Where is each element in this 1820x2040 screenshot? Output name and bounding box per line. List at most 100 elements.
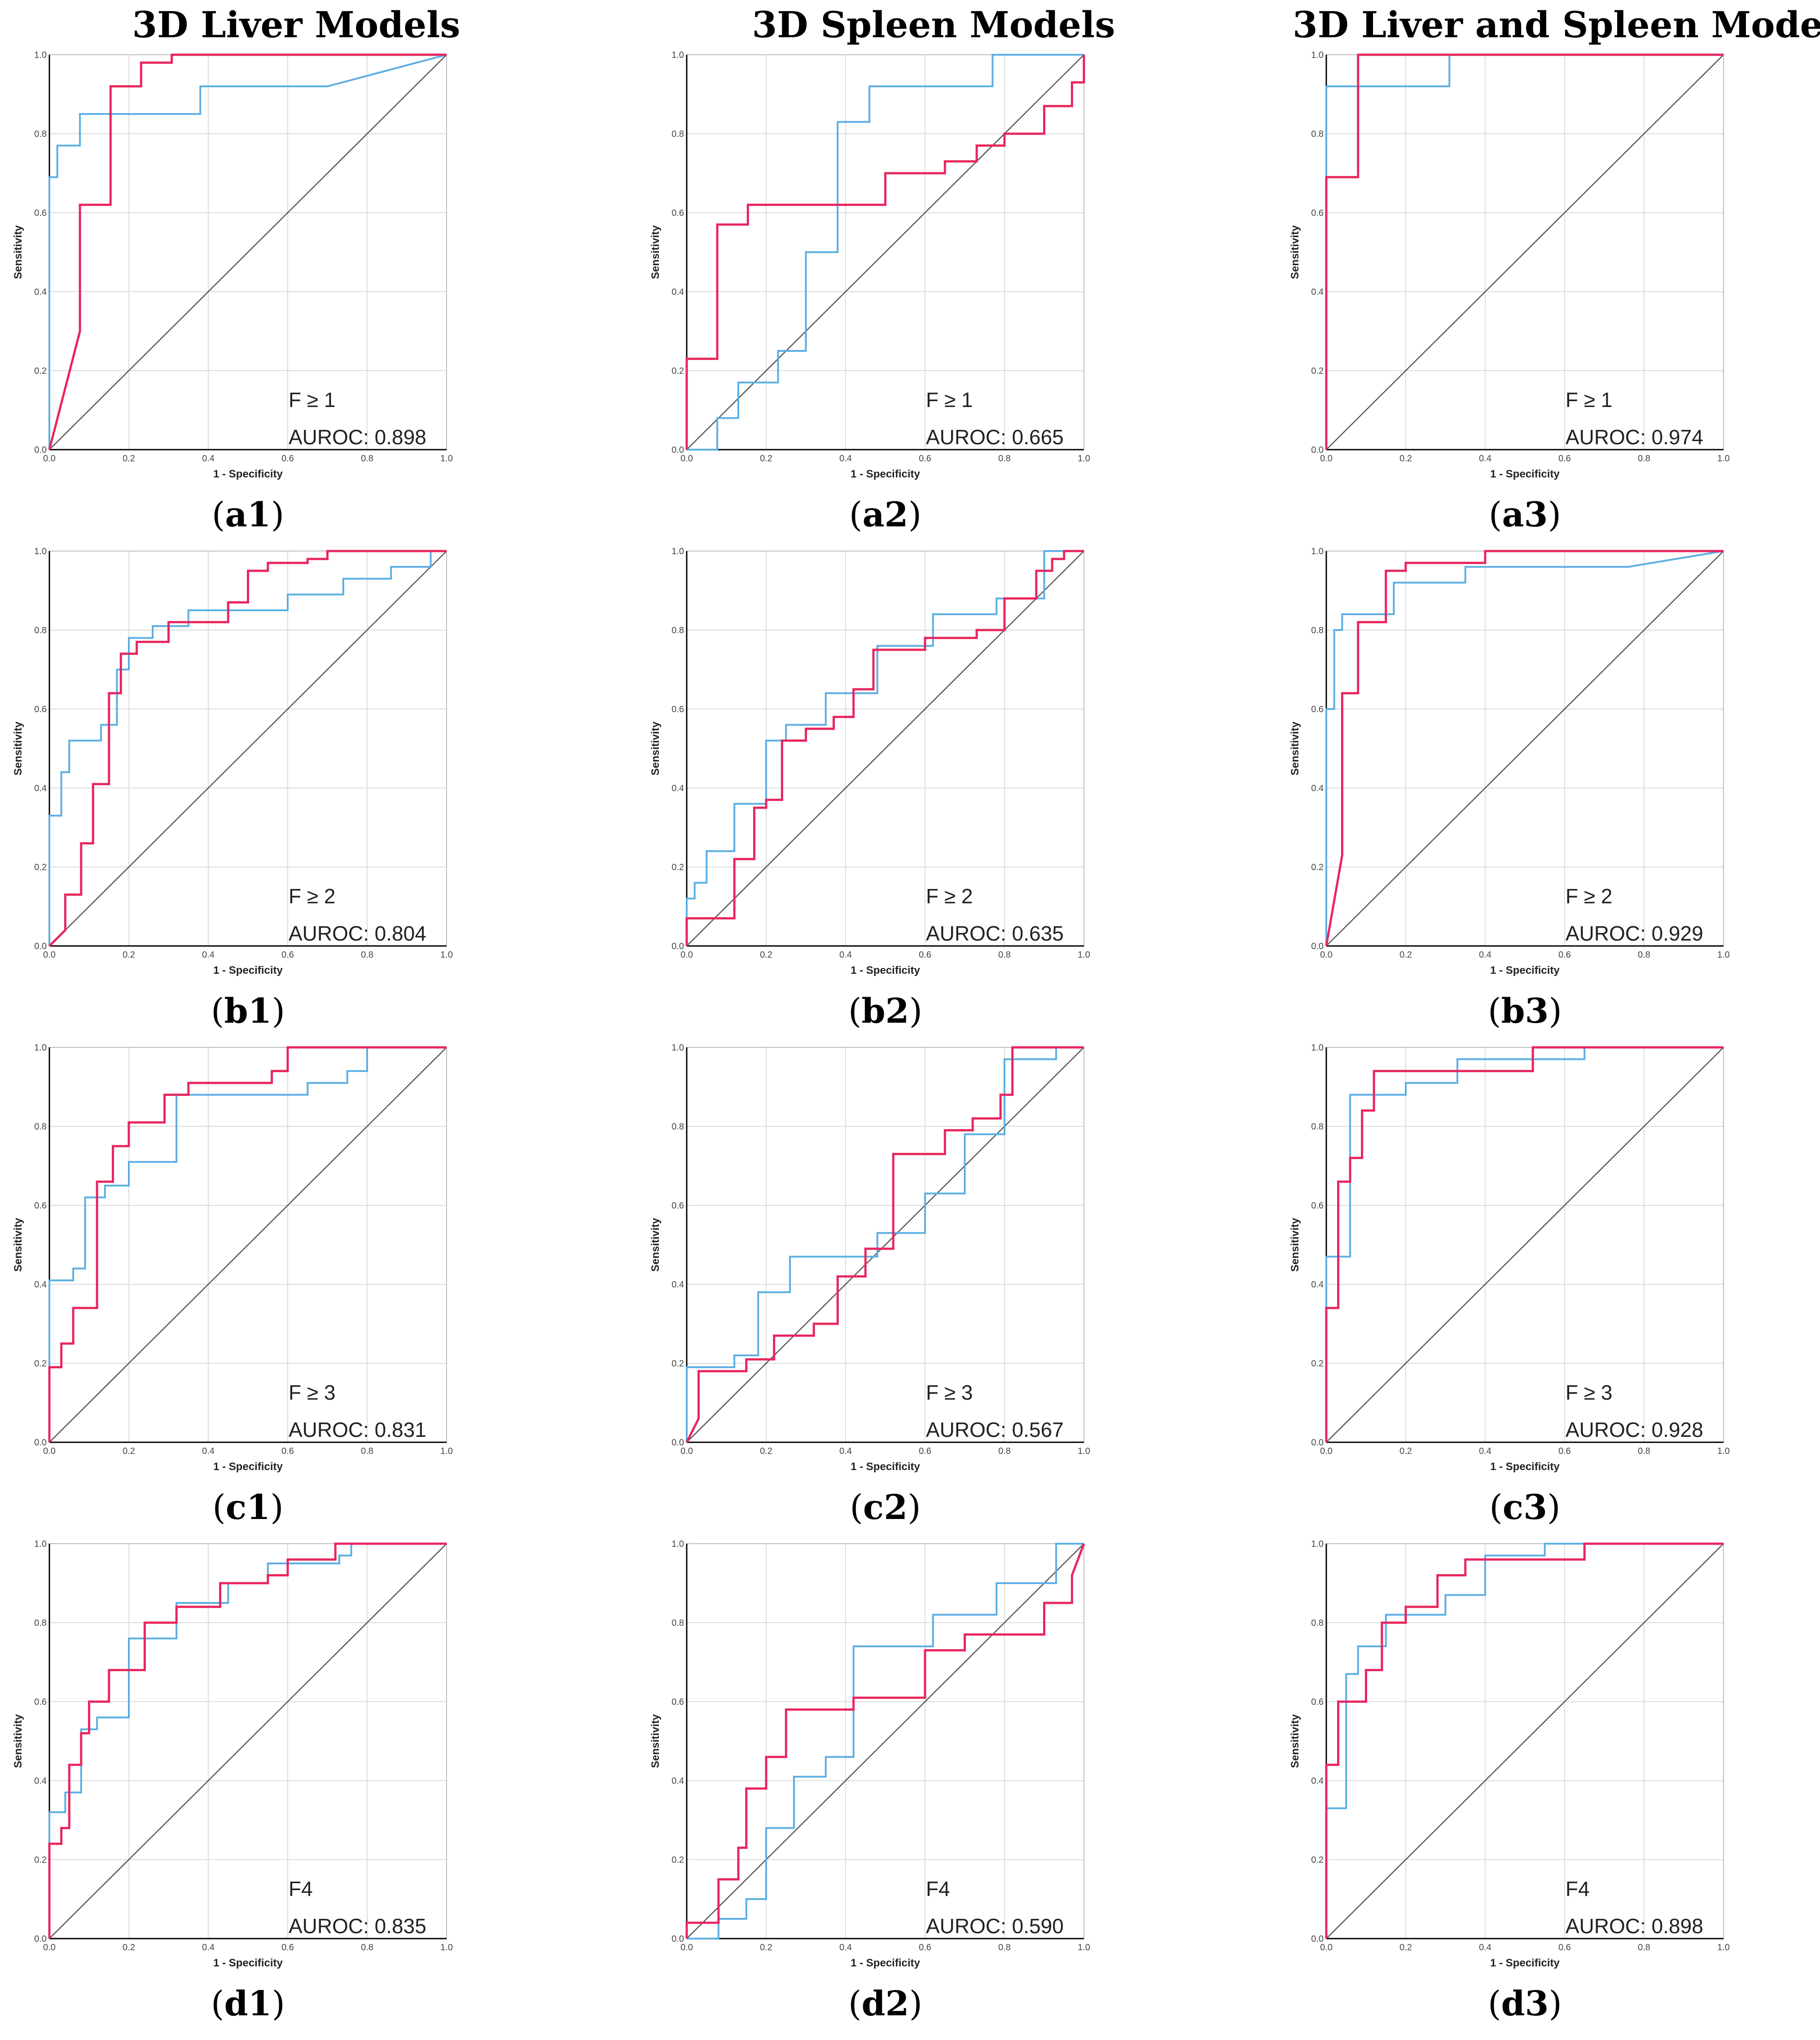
y-tick-label: 0.6	[671, 1201, 684, 1211]
reference-diagonal	[1326, 54, 1724, 450]
y-tick-label: 0.8	[34, 1618, 47, 1628]
y-axis-label: Sensitivity	[649, 1217, 662, 1272]
roc-curve-pink	[685, 550, 1084, 946]
panel-label-d3: (d3)	[1487, 1983, 1562, 2023]
y-axis-label: Sensitivity	[12, 225, 24, 279]
roc-curve-pink	[48, 53, 447, 450]
reference-diagonal	[1326, 1047, 1724, 1443]
y-tick-label: 0.6	[34, 1201, 47, 1211]
x-tick-label: 1.0	[1717, 1446, 1730, 1456]
y-tick-label: 0.6	[34, 705, 47, 714]
x-tick-label: 0.0	[680, 950, 693, 960]
y-tick-label: 0.0	[671, 1438, 684, 1448]
x-tick-label: 1.0	[1717, 1943, 1730, 1952]
y-tick-label: 0.2	[34, 862, 47, 872]
column-title-spleen: 3D Spleen Models	[752, 4, 1115, 46]
roc-curve-pink	[48, 1046, 447, 1442]
reference-diagonal	[686, 1543, 1084, 1939]
x-tick-label: 0.2	[760, 454, 772, 464]
y-tick-label: 0.4	[671, 1280, 684, 1290]
fibrosis-stage-label: F ≥ 2	[926, 884, 973, 908]
y-tick-label: 0.8	[34, 1122, 47, 1132]
panel-label-b1: (b1)	[211, 991, 285, 1031]
x-axis-label: 1 - Specificity	[213, 1461, 283, 1473]
x-axis-label: 1 - Specificity	[851, 1957, 920, 1969]
y-tick-label: 0.6	[1311, 208, 1324, 218]
y-tick-label: 0.4	[34, 784, 47, 793]
y-tick-label: 0.8	[671, 129, 684, 139]
y-tick-label: 0.8	[1311, 129, 1324, 139]
x-tick-label: 1.0	[440, 454, 453, 464]
y-tick-label: 0.4	[34, 1776, 47, 1786]
x-tick-label: 0.8	[1638, 1446, 1650, 1456]
x-tick-label: 0.0	[43, 454, 56, 464]
auroc-label: AUROC: 0.929	[1566, 922, 1703, 945]
y-tick-label: 0.8	[671, 1122, 684, 1132]
x-tick-label: 0.6	[281, 1943, 294, 1952]
panel-label-text: d2	[861, 1983, 909, 2023]
panel-label-text: a3	[1502, 495, 1548, 534]
reference-diagonal	[686, 551, 1084, 946]
column-title-liver: 3D Liver Models	[132, 4, 460, 46]
panel-label-b2: (b2)	[848, 991, 923, 1031]
roc-curve-blue	[48, 1046, 447, 1442]
x-tick-label: 0.6	[919, 454, 931, 464]
x-tick-label: 0.0	[1320, 1943, 1333, 1952]
y-tick-label: 1.0	[1311, 1539, 1324, 1549]
x-tick-label: 0.2	[123, 950, 135, 960]
y-tick-label: 0.4	[1311, 784, 1324, 793]
y-axis-label: Sensitivity	[649, 225, 662, 279]
x-tick-label: 0.6	[281, 950, 294, 960]
panel-label-a3: (a3)	[1488, 495, 1561, 534]
y-tick-label: 0.4	[34, 1280, 47, 1290]
y-tick-label: 0.4	[34, 287, 47, 297]
x-tick-label: 0.4	[839, 1943, 852, 1952]
y-tick-label: 0.4	[1311, 1776, 1324, 1786]
roc-curve-blue	[686, 1046, 1084, 1442]
y-tick-label: 0.0	[1311, 1438, 1324, 1448]
panel-label-text: c2	[863, 1487, 908, 1527]
x-tick-label: 0.2	[1399, 950, 1412, 960]
x-tick-label: 1.0	[440, 1446, 453, 1456]
auroc-label: AUROC: 0.567	[926, 1418, 1064, 1441]
y-tick-label: 0.6	[1311, 1697, 1324, 1707]
roc-curve-pink	[1325, 1542, 1724, 1939]
y-tick-label: 0.0	[671, 1934, 684, 1944]
fibrosis-stage-label: F ≥ 3	[926, 1381, 973, 1404]
y-tick-label: 0.8	[1311, 626, 1324, 635]
x-axis-label: 1 - Specificity	[1490, 1461, 1560, 1473]
y-tick-label: 0.4	[1311, 287, 1324, 297]
x-axis-label: 1 - Specificity	[1490, 1957, 1560, 1969]
x-tick-label: 0.8	[998, 1446, 1011, 1456]
roc-curve-pink	[1325, 1046, 1724, 1442]
panel-label-text: d3	[1501, 1983, 1549, 2023]
y-tick-label: 0.2	[34, 1359, 47, 1369]
x-tick-label: 0.6	[919, 1943, 931, 1952]
panel-label-d1: (d1)	[211, 1983, 285, 2023]
fibrosis-stage-label: F ≥ 1	[289, 388, 336, 412]
y-tick-label: 1.0	[1311, 1043, 1324, 1053]
y-tick-label: 1.0	[34, 50, 47, 60]
reference-diagonal	[1326, 551, 1724, 946]
column-title-liver-spleen: 3D Liver and Spleen Models	[1293, 4, 1820, 46]
fibrosis-stage-label: F ≥ 1	[926, 388, 973, 412]
x-tick-label: 0.4	[839, 950, 852, 960]
x-tick-label: 0.8	[361, 454, 373, 464]
y-tick-label: 0.2	[671, 862, 684, 872]
y-tick-label: 0.2	[34, 1855, 47, 1865]
x-tick-label: 0.2	[1399, 1446, 1412, 1456]
x-tick-label: 0.0	[680, 1446, 693, 1456]
panel-label-text: c3	[1502, 1487, 1548, 1527]
x-tick-label: 1.0	[1078, 1446, 1090, 1456]
y-tick-label: 0.0	[1311, 1934, 1324, 1944]
x-tick-label: 0.6	[1558, 1446, 1571, 1456]
y-tick-label: 0.8	[34, 129, 47, 139]
x-tick-label: 0.4	[1479, 950, 1491, 960]
fibrosis-stage-label: F4	[289, 1877, 313, 1900]
reference-diagonal	[1326, 1543, 1724, 1939]
roc-curve-pink	[48, 1542, 447, 1939]
